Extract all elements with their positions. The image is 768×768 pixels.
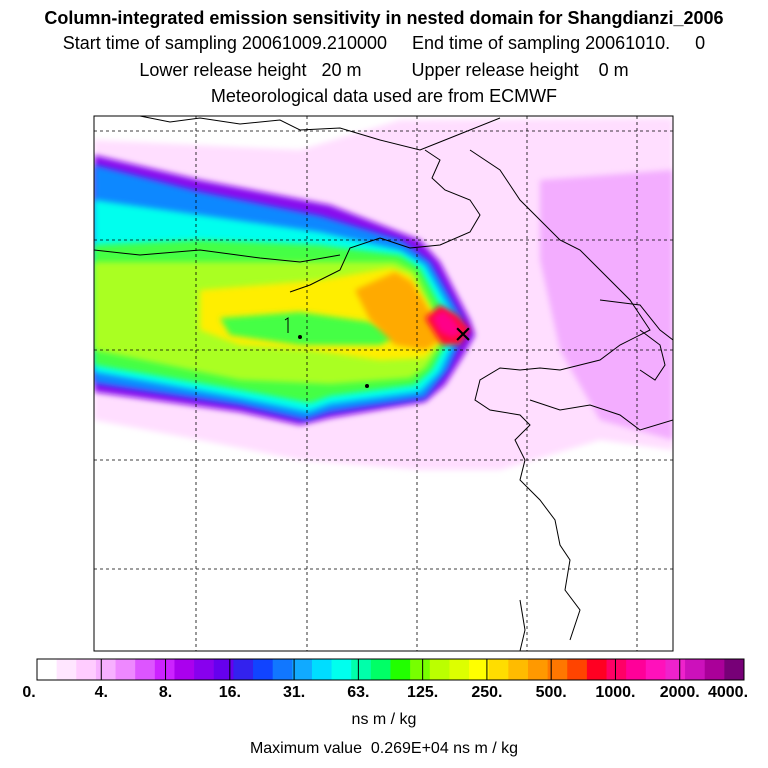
map-frame xyxy=(93,115,674,652)
colorbar-border xyxy=(36,658,745,681)
border-line-south xyxy=(529,399,673,431)
colorbar-label: 8. xyxy=(158,684,173,701)
maximum-value-text: Maximum value 0.269E+04 ns m / kg xyxy=(249,740,519,757)
colorbar-swatch xyxy=(606,659,627,680)
colorbar-label: 16. xyxy=(218,684,241,701)
colorbar-label: 4. xyxy=(94,684,108,701)
colorbar-swatch xyxy=(724,659,745,680)
colorbar-swatch xyxy=(213,659,234,680)
colorbar-swatch xyxy=(272,659,293,680)
colorbar-swatch xyxy=(508,659,529,680)
plume-field xyxy=(94,118,673,470)
colorbar-swatch xyxy=(174,659,195,680)
colorbar-swatch xyxy=(351,659,372,680)
colorbar-swatch xyxy=(233,659,254,680)
island xyxy=(639,329,666,381)
colorbar-label: 500. xyxy=(535,684,567,701)
colorbar-swatch xyxy=(370,659,391,680)
colorbar-swatch xyxy=(469,659,490,680)
colorbar-swatch xyxy=(56,659,77,680)
city-dot xyxy=(298,335,302,339)
colorbar-swatch xyxy=(626,659,647,680)
coastlines xyxy=(94,116,673,651)
plume-orange xyxy=(355,272,445,350)
colorbar-swatch xyxy=(154,659,175,680)
colorbar xyxy=(36,658,745,681)
colorbar-swatch xyxy=(390,659,411,680)
colorbar-units: ns m / kg xyxy=(351,711,417,728)
colorbar-swatch xyxy=(194,659,215,680)
colorbar-label: 4000. xyxy=(707,684,749,701)
colorbar-swatch xyxy=(449,659,470,680)
colorbar-swatch xyxy=(331,659,352,680)
colorbar-swatch xyxy=(253,659,274,680)
colorbar-label: 31. xyxy=(282,684,306,701)
colorbar-swatch xyxy=(685,659,706,680)
colorbar-label: 2000. xyxy=(659,684,700,701)
colorbar-swatch xyxy=(95,659,117,680)
colorbar-swatch xyxy=(488,659,509,680)
colorbar-swatch xyxy=(37,659,58,680)
colorbar-swatch xyxy=(311,659,333,680)
colorbar-swatch xyxy=(547,659,568,680)
colorbar-swatch xyxy=(527,659,549,680)
plume-magenta xyxy=(432,310,462,338)
sampling-time-line: Start time of sampling 20061009.210000 E… xyxy=(62,33,706,53)
colorbar-swatch xyxy=(410,659,431,680)
release-height-line: Lower release height 20 m Upper release … xyxy=(139,60,629,80)
colorbar-swatch xyxy=(665,659,686,680)
meteo-data-line: Meteorological data used are from ECMWF xyxy=(210,86,558,106)
peninsula xyxy=(599,299,673,341)
coastline-bay xyxy=(289,149,481,293)
colorbar-label: 0. xyxy=(22,684,36,701)
release-site-marker: × xyxy=(454,318,472,351)
colorbar-label: 1000. xyxy=(595,684,636,701)
city-dot xyxy=(365,384,369,388)
gridlines xyxy=(94,116,673,651)
colorbar-swatch xyxy=(704,659,725,680)
plume-green-core xyxy=(220,312,400,345)
colorbar-swatch xyxy=(135,659,156,680)
colorbar-label: 63. xyxy=(347,684,370,701)
colorbar-swatch xyxy=(76,659,97,680)
plot-title: Column-integrated emission sensitivity i… xyxy=(44,8,724,28)
colorbar-swatch xyxy=(586,659,608,680)
colorbar-label: 250. xyxy=(471,684,503,701)
coastline-east xyxy=(469,149,651,641)
coastline-south xyxy=(519,599,526,651)
colorbar-swatch xyxy=(429,659,450,680)
colorbar-swatch xyxy=(292,659,313,680)
colorbar-swatch xyxy=(645,659,666,680)
haze-east xyxy=(540,170,673,440)
colorbar-swatch xyxy=(115,659,136,680)
border-line-north xyxy=(139,116,501,151)
contour-label xyxy=(284,317,289,333)
colorbar-label: 125. xyxy=(407,684,439,701)
colorbar-swatch xyxy=(567,659,588,680)
